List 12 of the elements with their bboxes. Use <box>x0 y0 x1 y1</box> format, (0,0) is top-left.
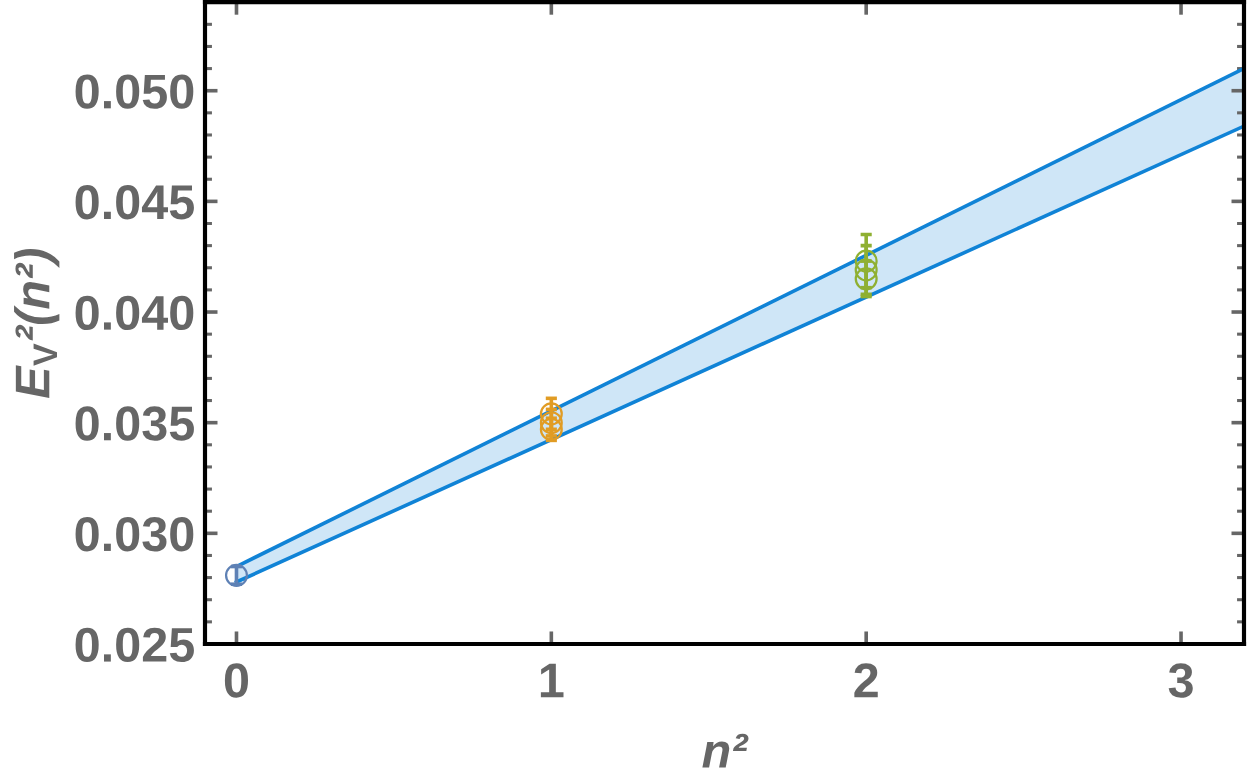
y-tick-label: 0.035 <box>75 406 194 441</box>
x-tick-label: 2 <box>854 663 878 698</box>
x-tick-label: 1 <box>540 663 564 698</box>
y-tick-label: 0.050 <box>75 74 194 109</box>
x-tick-label: 0 <box>224 663 249 698</box>
y-tick-label: 0.040 <box>75 295 194 331</box>
y-tick-label: 0.045 <box>75 185 194 220</box>
y-tick-label: 0.030 <box>75 517 194 552</box>
y-tick-label: 0.025 <box>75 627 194 663</box>
x-axis-title: n² <box>702 733 749 768</box>
y-axis-title: E$_{V}$²(n²) <box>14 249 60 399</box>
x-tick-label: 3 <box>1168 663 1193 698</box>
